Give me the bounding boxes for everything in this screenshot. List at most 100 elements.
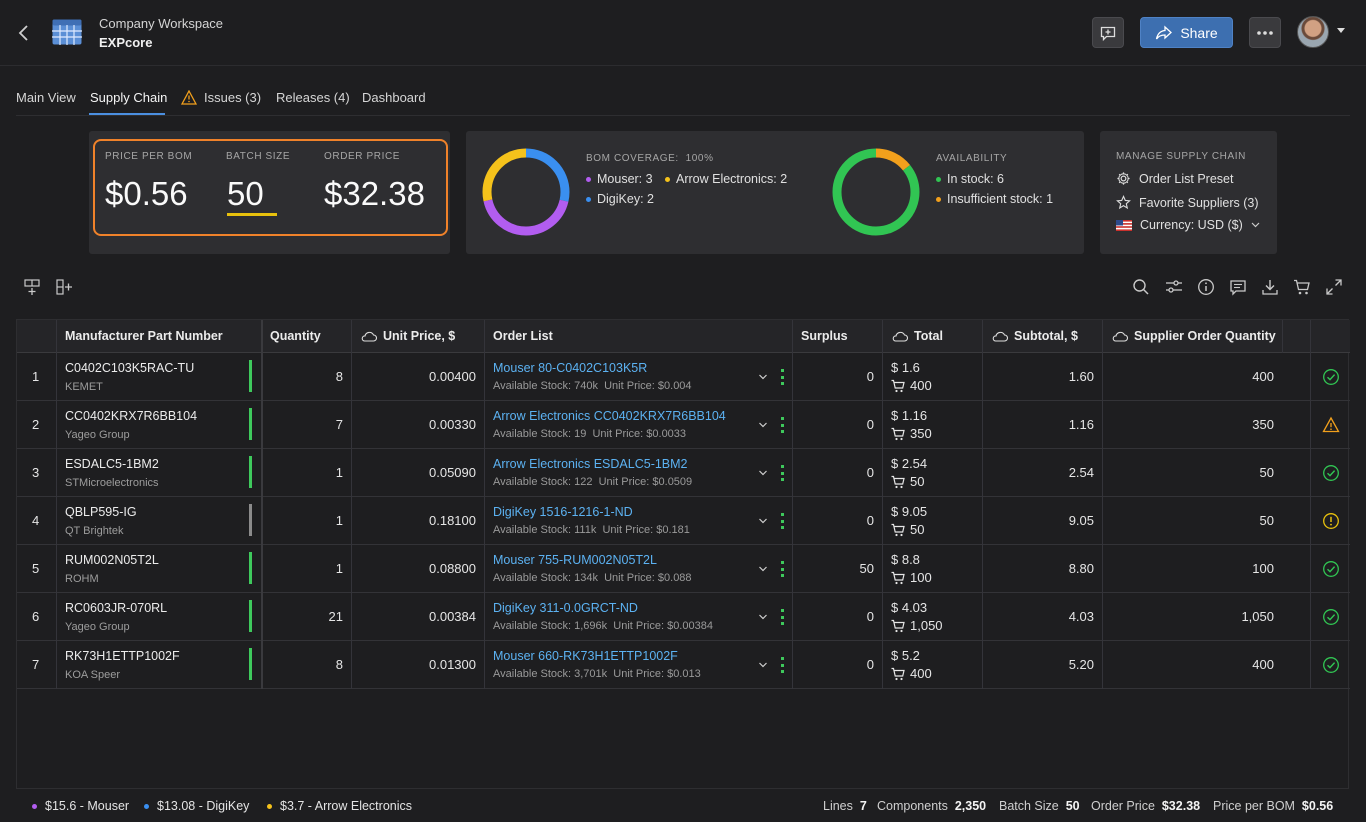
- order-list-link[interactable]: DigiKey 1516-1216-1-ND: [493, 505, 633, 519]
- col-header-mpn[interactable]: Manufacturer Part Number: [65, 329, 223, 343]
- quantity-cell[interactable]: 21: [328, 609, 343, 624]
- table-row[interactable]: 6 RC0603JR-070RL Yageo Group 21 0.00384 …: [17, 593, 1350, 641]
- quantity-cell[interactable]: 8: [335, 657, 343, 672]
- back-arrow-icon[interactable]: [14, 22, 34, 44]
- order-list-link[interactable]: Arrow Electronics CC0402KRX7R6BB104: [493, 409, 726, 423]
- tab-supply-chain[interactable]: Supply Chain: [90, 90, 168, 105]
- row-status-alert[interactable]: [1322, 512, 1340, 530]
- cart-icon: [891, 619, 905, 632]
- col-header-unit-price[interactable]: Unit Price, $: [360, 329, 455, 343]
- download-icon[interactable]: [1261, 278, 1279, 296]
- insert-row-icon[interactable]: [23, 278, 41, 296]
- lifecycle-status-bar: [249, 360, 252, 392]
- row-status-ok[interactable]: [1322, 560, 1340, 578]
- order-stock-info: Available Stock: 111k Unit Price: $0.181: [493, 524, 690, 536]
- order-stock-info: Available Stock: 1,696k Unit Price: $0.0…: [493, 620, 713, 632]
- tab-issues[interactable]: Issues (3): [204, 90, 262, 105]
- drag-handle-icon[interactable]: [781, 465, 784, 481]
- filter-sliders-icon[interactable]: [1165, 278, 1183, 296]
- part-number[interactable]: QBLP595-IG: [65, 505, 137, 519]
- quantity-cell[interactable]: 7: [335, 417, 343, 432]
- total-price: $ 5.2: [891, 648, 920, 663]
- table-header: Manufacturer Part Number Quantity Unit P…: [17, 320, 1350, 353]
- unit-price-cell[interactable]: 0.18100: [429, 513, 476, 528]
- col-header-supplier-qty[interactable]: Supplier Order Quantity: [1111, 329, 1276, 343]
- order-list-link[interactable]: Mouser 80-C0402C103K5R: [493, 361, 648, 375]
- batch-size-input[interactable]: 50: [227, 175, 264, 212]
- favorite-suppliers-link[interactable]: Favorite Suppliers (3): [1116, 195, 1259, 210]
- quantity-cell[interactable]: 1: [335, 561, 343, 576]
- info-icon[interactable]: [1197, 278, 1215, 296]
- footer-legend-digikey: $13.08 - DigiKey: [144, 799, 249, 813]
- drag-handle-icon[interactable]: [781, 369, 784, 385]
- check-circle-icon: [1323, 465, 1339, 481]
- unit-price-cell[interactable]: 0.05090: [429, 465, 476, 480]
- chevron-down-icon[interactable]: [759, 661, 767, 669]
- quantity-cell[interactable]: 1: [335, 513, 343, 528]
- row-status-warning[interactable]: [1322, 416, 1340, 434]
- col-header-quantity[interactable]: Quantity: [270, 329, 321, 343]
- part-number[interactable]: RC0603JR-070RL: [65, 601, 168, 615]
- part-number[interactable]: ESDALC5-1BM2: [65, 457, 159, 471]
- order-list-preset-link[interactable]: Order List Preset: [1116, 171, 1233, 186]
- drag-handle-icon[interactable]: [781, 561, 784, 577]
- surplus-cell: 0: [866, 657, 874, 672]
- expand-icon[interactable]: [1325, 278, 1343, 296]
- quantity-cell[interactable]: 8: [335, 369, 343, 384]
- order-list-link[interactable]: Mouser 660-RK73H1ETTP1002F: [493, 649, 678, 663]
- order-list-link[interactable]: Mouser 755-RUM002N05T2L: [493, 553, 657, 567]
- pricing-card: [89, 131, 450, 254]
- unit-price-cell[interactable]: 0.01300: [429, 657, 476, 672]
- chevron-down-icon[interactable]: [759, 373, 767, 381]
- row-status-ok[interactable]: [1322, 464, 1340, 482]
- drag-handle-icon[interactable]: [781, 657, 784, 673]
- drag-handle-icon[interactable]: [781, 513, 784, 529]
- share-button[interactable]: Share: [1140, 17, 1233, 48]
- row-index: 3: [32, 465, 40, 480]
- table-row[interactable]: 3 ESDALC5-1BM2 STMicroelectronics 1 0.05…: [17, 449, 1350, 497]
- unit-price-cell[interactable]: 0.00330: [429, 417, 476, 432]
- unit-price-cell[interactable]: 0.08800: [429, 561, 476, 576]
- part-number[interactable]: C0402C103K5RAC-TU: [65, 361, 195, 375]
- order-list-link[interactable]: DigiKey 311-0.0GRCT-ND: [493, 601, 638, 615]
- comments-icon[interactable]: [1229, 278, 1247, 296]
- currency-select[interactable]: Currency: USD ($): [1116, 218, 1260, 232]
- row-status-ok[interactable]: [1322, 368, 1340, 386]
- insert-column-icon[interactable]: [55, 278, 73, 296]
- more-options-button[interactable]: [1249, 17, 1281, 48]
- chevron-down-icon[interactable]: [759, 565, 767, 573]
- cart-icon[interactable]: [1293, 278, 1311, 296]
- part-number[interactable]: CC0402KRX7R6BB104: [65, 409, 198, 423]
- user-menu-caret-icon[interactable]: [1337, 28, 1345, 33]
- quantity-cell[interactable]: 1: [335, 465, 343, 480]
- chevron-down-icon[interactable]: [759, 613, 767, 621]
- row-status-ok[interactable]: [1322, 656, 1340, 674]
- table-row[interactable]: 4 QBLP595-IG QT Brightek 1 0.18100 DigiK…: [17, 497, 1350, 545]
- col-header-surplus[interactable]: Surplus: [801, 329, 848, 343]
- tab-releases[interactable]: Releases (4): [276, 90, 350, 105]
- unit-price-cell[interactable]: 0.00400: [429, 369, 476, 384]
- chevron-down-icon[interactable]: [759, 421, 767, 429]
- col-header-order-list[interactable]: Order List: [493, 329, 553, 343]
- drag-handle-icon[interactable]: [781, 417, 784, 433]
- tab-dashboard[interactable]: Dashboard: [362, 90, 426, 105]
- table-row[interactable]: 1 C0402C103K5RAC-TU KEMET 8 0.00400 Mous…: [17, 353, 1350, 401]
- table-row[interactable]: 2 CC0402KRX7R6BB104 Yageo Group 7 0.0033…: [17, 401, 1350, 449]
- user-avatar[interactable]: [1297, 16, 1329, 48]
- chevron-down-icon[interactable]: [759, 469, 767, 477]
- table-row[interactable]: 7 RK73H1ETTP1002F KOA Speer 8 0.01300 Mo…: [17, 641, 1350, 689]
- part-number[interactable]: RK73H1ETTP1002F: [65, 649, 180, 663]
- unit-price-cell[interactable]: 0.00384: [429, 609, 476, 624]
- row-status-ok[interactable]: [1322, 608, 1340, 626]
- table-row[interactable]: 5 RUM002N05T2L ROHM 1 0.08800 Mouser 755…: [17, 545, 1350, 593]
- search-icon[interactable]: [1132, 278, 1150, 296]
- col-header-total[interactable]: Total: [891, 329, 943, 343]
- chevron-down-icon[interactable]: [759, 517, 767, 525]
- order-list-link[interactable]: Arrow Electronics ESDALC5-1BM2: [493, 457, 688, 471]
- tab-main-view[interactable]: Main View: [16, 90, 76, 105]
- part-number[interactable]: RUM002N05T2L: [65, 553, 159, 567]
- add-comment-button[interactable]: [1092, 17, 1124, 48]
- col-header-subtotal[interactable]: Subtotal, $: [991, 329, 1078, 343]
- supply-chain-table: Manufacturer Part Number Quantity Unit P…: [16, 319, 1350, 789]
- drag-handle-icon[interactable]: [781, 609, 784, 625]
